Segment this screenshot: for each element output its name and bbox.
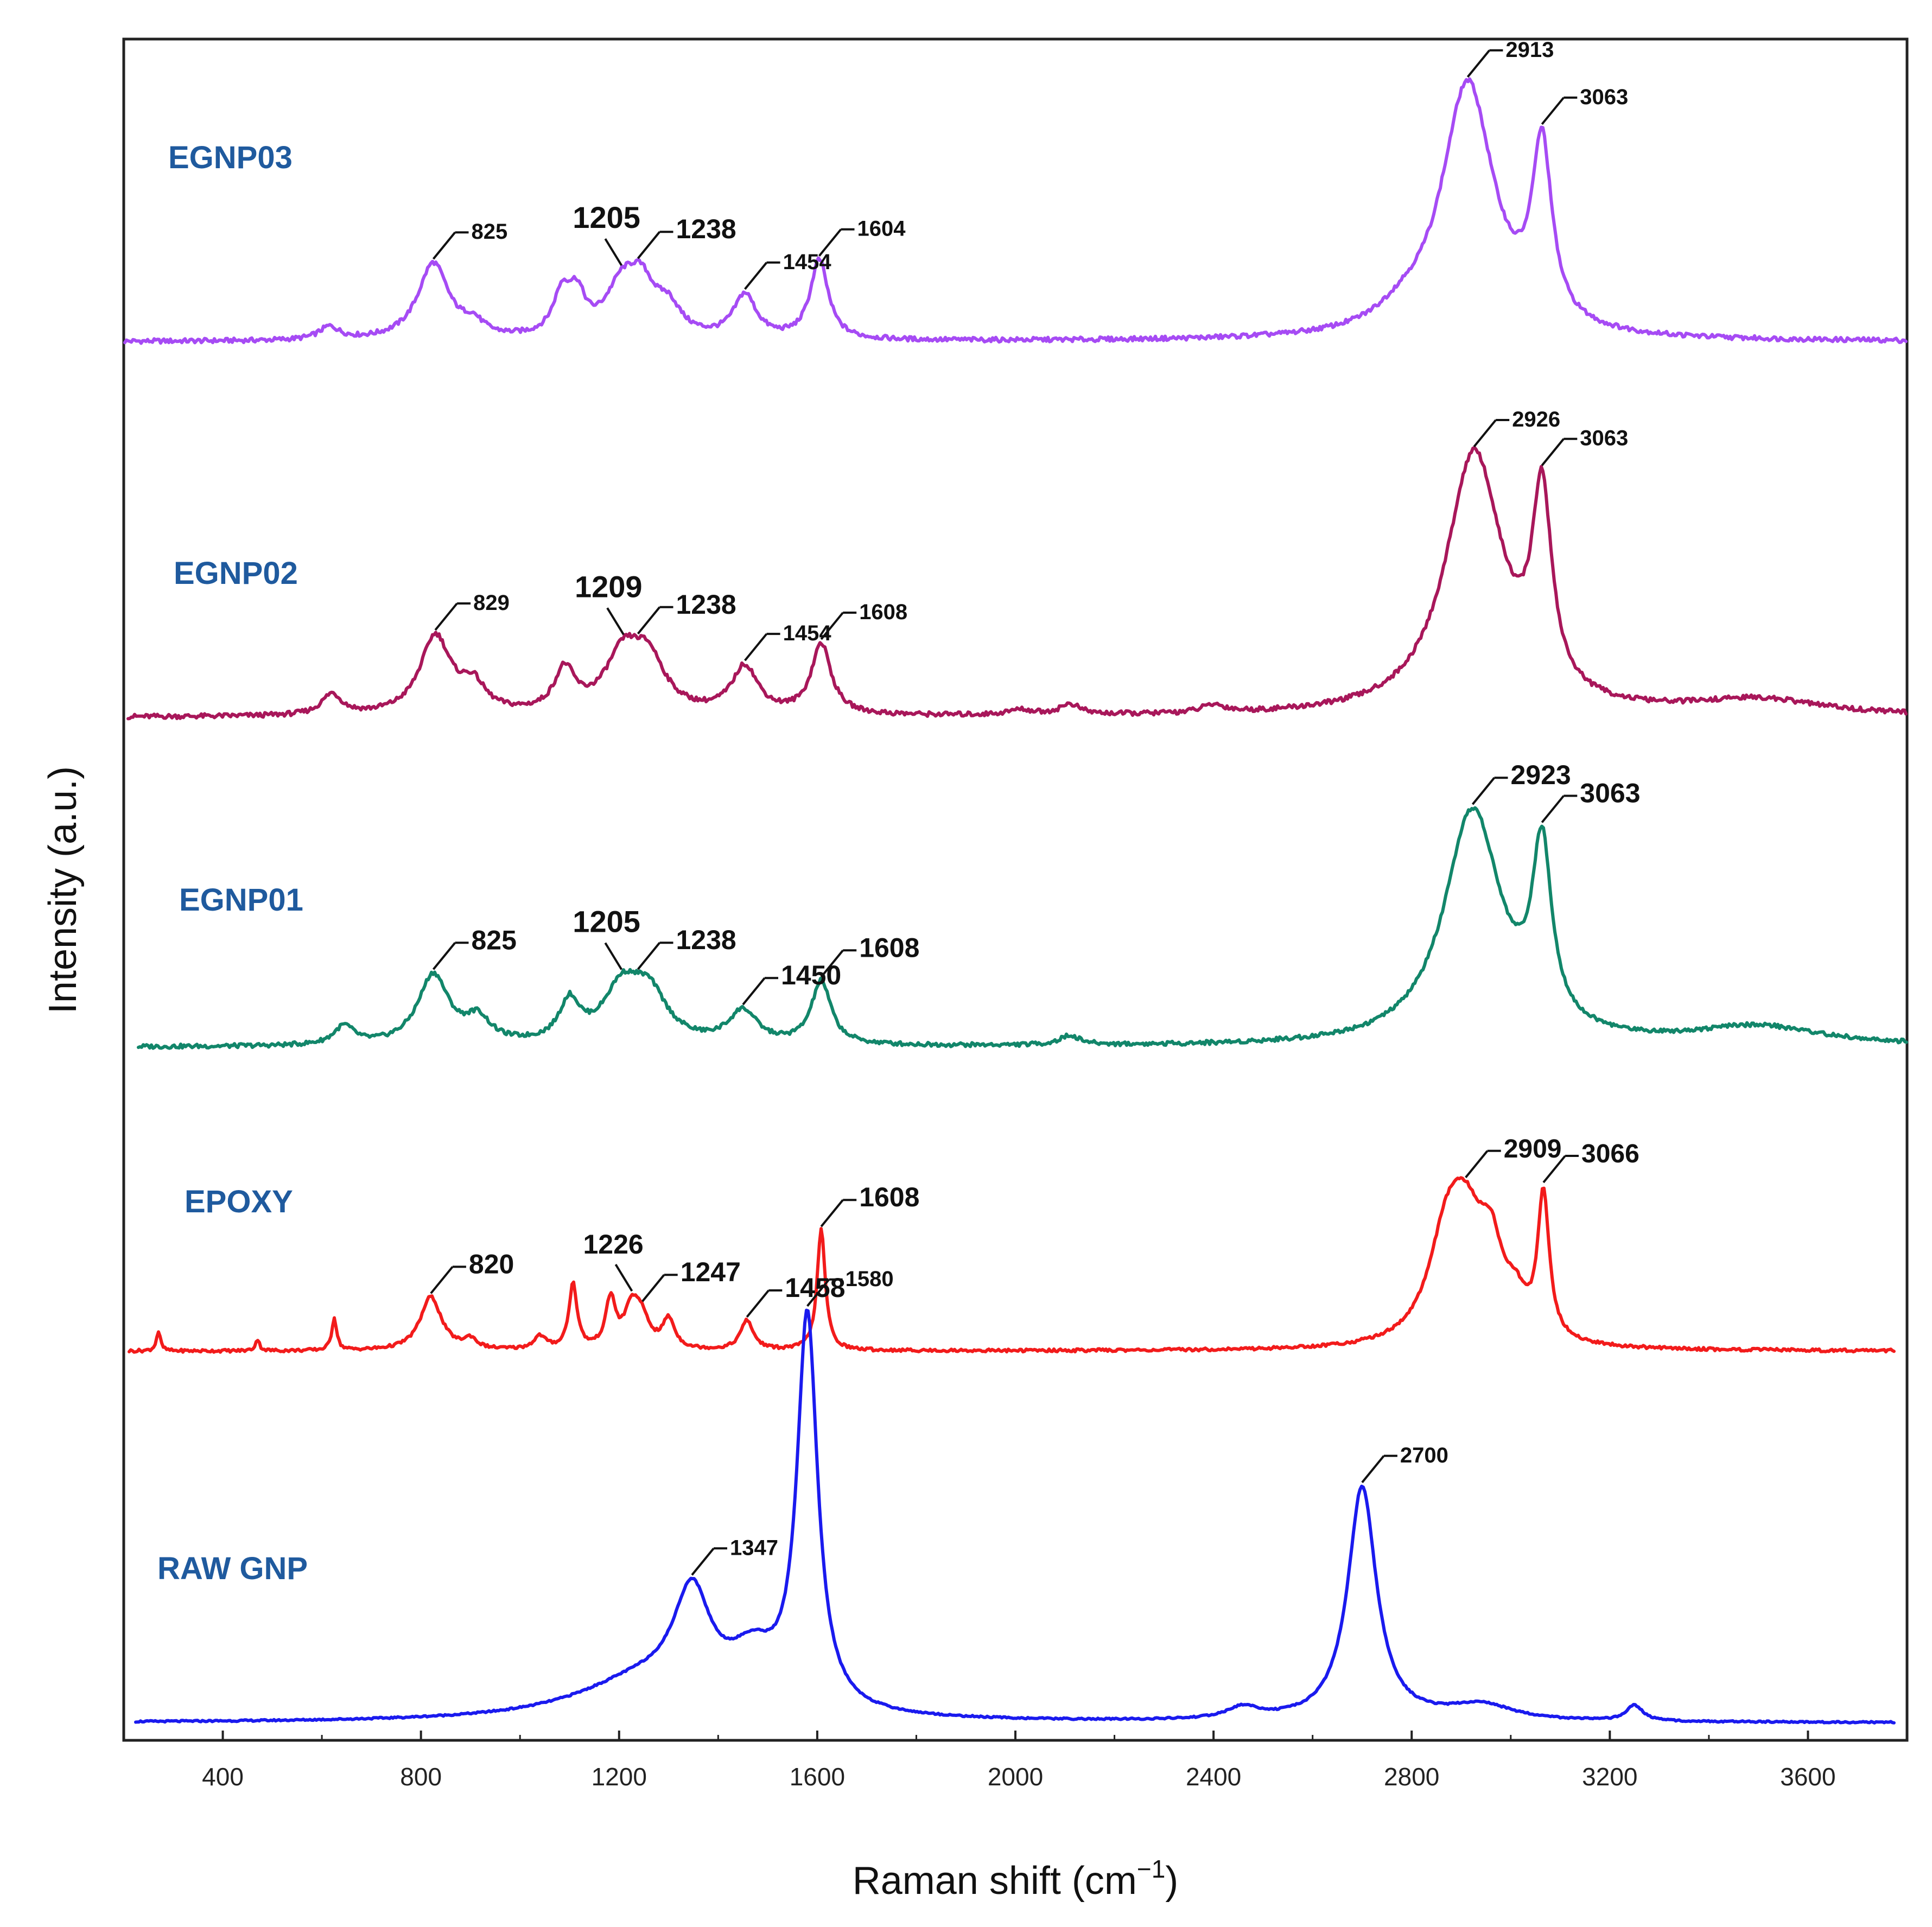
peak-leader-line [744,262,768,290]
x-tick-label: 400 [202,1763,244,1791]
peak-leader-line [1466,49,1490,78]
peak-label: 1347 [730,1536,778,1560]
y-axis-title: Intensity (a.u.) [41,766,85,1014]
peak-label: 1608 [859,1182,919,1212]
peak-label: 829 [473,591,510,615]
peak-label: 1247 [681,1257,741,1287]
peak-label: 1205 [573,200,640,234]
peak-leader-line [637,231,661,259]
series-traces [123,77,1908,1725]
peak-label: 1580 [846,1267,894,1291]
peak-leader-line [430,1266,454,1294]
peak-leader-line [432,942,456,970]
peak-label: 1458 [785,1273,845,1303]
peak-label: 1238 [676,589,736,620]
peak-label: 1238 [676,214,736,244]
peak-label: 1454 [783,250,832,274]
trace-epoxy [128,1176,1896,1354]
peak-leader-line [691,1548,715,1576]
x-tick-label: 2000 [988,1763,1043,1791]
peak-label: 2926 [1512,408,1560,431]
peak-leader-line [820,1199,844,1228]
peak-label: 2909 [1504,1135,1562,1163]
peak-leader-line [604,238,623,266]
series-label-egnp01: EGNP01 [179,882,303,918]
x-tick-label: 2400 [1186,1763,1241,1791]
x-tick-label: 800 [400,1763,442,1791]
x-tick-label: 3600 [1780,1763,1835,1791]
x-axis-title-close: ) [1165,1859,1178,1903]
trace-egnp01 [137,806,1908,1050]
trace-egnp02 [126,446,1908,721]
peak-leader-line [1541,438,1565,466]
x-tick-label: 1600 [790,1763,845,1791]
peak-leader-line [1541,795,1565,823]
series-labels: EGNP03 EGNP02 EGNP01 EPOXY RAW GNP [157,140,308,1586]
series-label-raw-gnp: RAW GNP [157,1551,308,1586]
peak-leader-line [820,950,844,978]
peak-label: 2913 [1505,38,1554,62]
peak-label: 3063 [1580,778,1640,809]
peak-label: 2923 [1511,760,1571,790]
peak-leader-line [1465,1150,1489,1179]
peak-leader-line [1473,419,1497,448]
series-label-egnp03: EGNP03 [168,140,293,175]
x-tick-label: 3200 [1582,1763,1637,1791]
x-tick-label: 2800 [1384,1763,1439,1791]
peak-leader-line [818,228,842,257]
x-axis-title: Raman shift (cm−1) [853,1855,1179,1903]
peak-label: 3063 [1580,85,1628,109]
x-axis-title-superscript: −1 [1137,1855,1165,1883]
peak-label: 3063 [1580,427,1628,450]
peak-label: 1454 [783,621,832,645]
peak-leader-line [637,606,661,635]
peak-label: 3066 [1581,1140,1639,1168]
peak-leader-line [434,602,458,631]
peak-leader-line [744,633,768,662]
peak-label: 1604 [857,217,906,241]
peak-leader-line [641,1274,665,1302]
peak-leader-line [1542,1155,1566,1184]
peak-leader-line [1471,777,1496,805]
peak-leader-line [614,1264,633,1292]
x-axis: 400 800 1200 1600 2000 2400 2800 3200 3600 [123,1731,1908,1791]
peak-leader-line [820,612,844,640]
trace-raw-gnp [134,1308,1896,1725]
trace-egnp03 [123,77,1908,345]
peak-leader-line [432,231,456,260]
peak-label: 820 [469,1249,514,1279]
peak-leader-line [637,942,661,970]
peak-leader-line [606,607,625,635]
peak-leader-line [742,977,766,1006]
peak-leader-line [806,1279,830,1307]
x-tick-label: 1200 [592,1763,647,1791]
peak-label: 825 [472,220,508,244]
peak-label: 1608 [859,600,907,624]
peak-leader-line [746,1289,770,1318]
peak-label: 2700 [1400,1443,1448,1467]
peak-label: 1209 [575,569,643,603]
plot-frame [122,37,1909,1742]
peak-label: 1608 [859,932,919,963]
peak-label: 1226 [583,1229,644,1260]
peak-label: 1205 [573,905,640,939]
series-label-epoxy: EPOXY [185,1184,293,1219]
peak-label: 1238 [676,925,736,955]
peak-annotations: 825 1205 1238 1454 1604 2913 3063 829 1209 1238 14… [430,38,1641,1576]
peak-label: 825 [472,925,517,955]
peak-leader-line [604,942,623,970]
peak-leader-line [1361,1455,1385,1484]
series-label-egnp02: EGNP02 [174,556,298,591]
peak-leader-line [1541,97,1565,125]
